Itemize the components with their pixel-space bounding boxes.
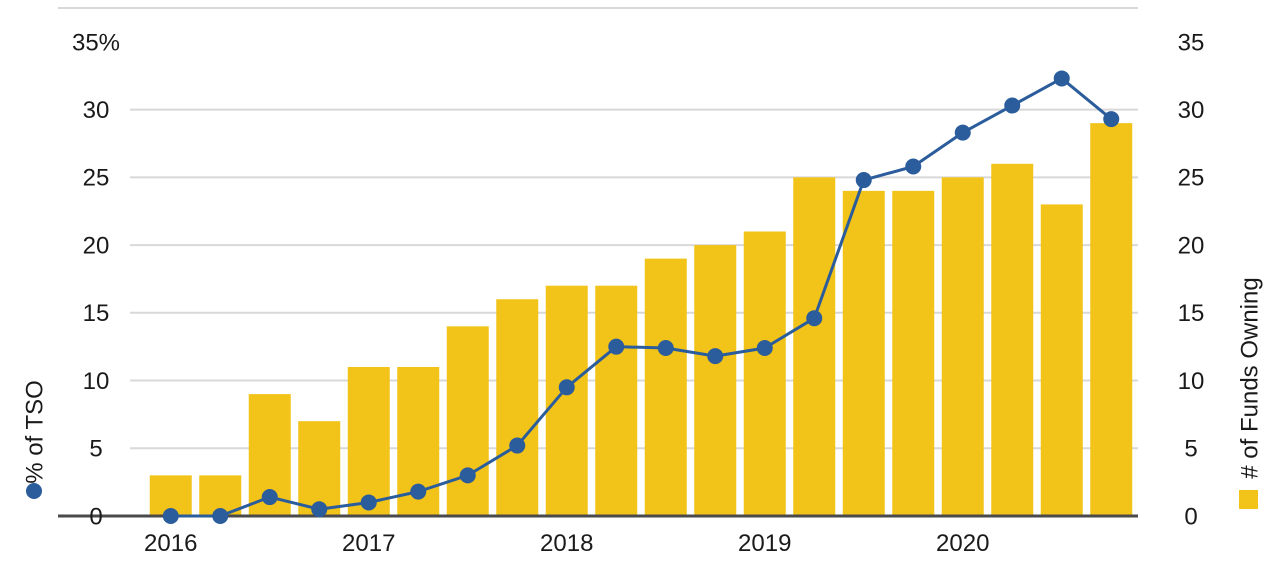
- right-axis-title: # of Funds Owning: [1236, 277, 1263, 478]
- line-series-point: [311, 501, 328, 518]
- right-axis-tick-label: 25: [1178, 165, 1205, 192]
- right-axis-tick-label: 10: [1178, 368, 1205, 395]
- bar: [644, 258, 687, 516]
- bar: [545, 285, 588, 516]
- line-series-point: [261, 489, 278, 506]
- line-series-point: [558, 379, 575, 396]
- bar: [941, 177, 984, 517]
- line-series-point: [459, 467, 476, 484]
- bar: [892, 190, 935, 516]
- left-axis-tick-label: 35%: [72, 29, 120, 56]
- line-series-point: [905, 158, 922, 175]
- bar: [496, 299, 539, 516]
- bar: [743, 231, 786, 516]
- bar: [595, 285, 638, 516]
- right-axis-tick-label: 0: [1184, 503, 1197, 530]
- x-axis-year-label: 2016: [144, 530, 197, 557]
- right-axis-tick-label: 30: [1178, 97, 1205, 124]
- bar: [694, 245, 737, 517]
- x-axis-year-label: 2019: [738, 530, 791, 557]
- line-series-point: [954, 124, 971, 141]
- bar: [446, 326, 489, 516]
- left-axis-tick-label: 5: [89, 436, 102, 463]
- line-series-point: [1103, 111, 1120, 128]
- bar: [991, 163, 1034, 516]
- right-axis-tick-label: 20: [1178, 232, 1205, 259]
- bar: [347, 366, 390, 516]
- line-series-point: [1004, 97, 1021, 114]
- left-axis-tick-label: 10: [83, 368, 110, 395]
- bar: [298, 421, 341, 516]
- left-axis-title: % of TSO: [21, 380, 48, 484]
- line-series-point: [360, 494, 377, 511]
- line-series-point: [806, 310, 823, 327]
- left-axis-tick-label: 30: [83, 97, 110, 124]
- line-series-point: [657, 340, 674, 357]
- line-series-point: [855, 172, 872, 189]
- right-axis-tick-label: 15: [1178, 300, 1205, 327]
- x-axis-year-label: 2017: [342, 530, 395, 557]
- legend-square-icon: [1239, 490, 1258, 509]
- left-axis-tick-label: 25: [83, 165, 110, 192]
- legend-dot-icon: [26, 483, 42, 499]
- left-axis-tick-label: 20: [83, 232, 110, 259]
- right-axis-tick-label: 35: [1178, 29, 1205, 56]
- line-series-point: [509, 437, 526, 454]
- line-series-point: [410, 483, 427, 500]
- line-series-point: [608, 338, 625, 355]
- x-axis-year-label: 2018: [540, 530, 593, 557]
- line-series-point: [707, 348, 724, 365]
- right-axis-tick-label: 5: [1184, 436, 1197, 463]
- bar: [1090, 123, 1133, 516]
- left-axis-tick-label: 15: [83, 300, 110, 327]
- line-series-point: [212, 508, 229, 524]
- bar: [842, 190, 885, 516]
- left-axis-tick-label: 0: [89, 503, 102, 530]
- line-series-point: [1053, 70, 1070, 87]
- x-axis-year-label: 2020: [936, 530, 989, 557]
- line-series-point: [162, 508, 179, 524]
- line-series-point: [756, 340, 773, 357]
- bar: [793, 177, 836, 517]
- line-series-path: [169, 76, 1113, 518]
- bar: [1040, 204, 1083, 516]
